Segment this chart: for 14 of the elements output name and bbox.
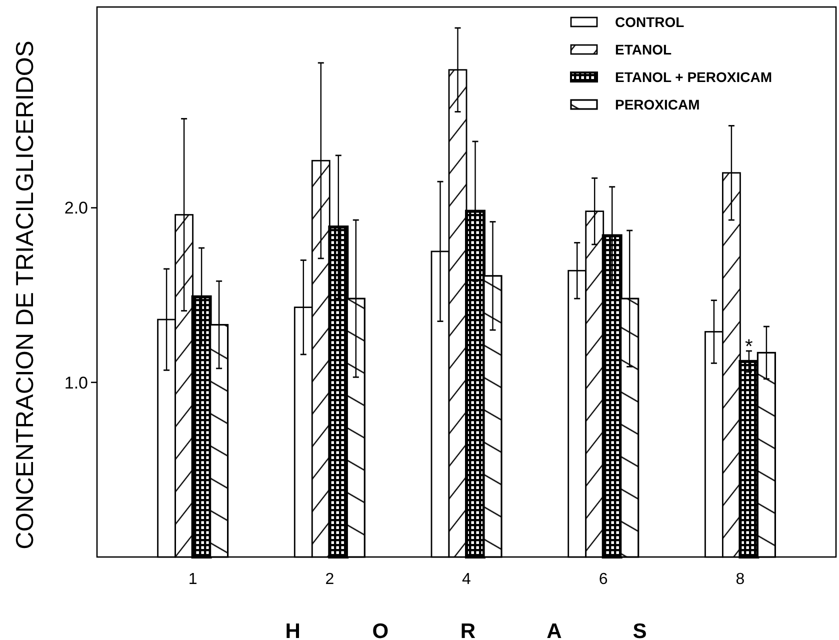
x-tick-label: 2	[325, 571, 334, 588]
legend-label: PEROXICAM	[615, 96, 700, 112]
y-tick-label: 1.0	[64, 373, 88, 392]
annotation: *	[745, 336, 754, 358]
x-tick-label: 6	[598, 571, 608, 588]
y-tick-label: 2.0	[64, 198, 88, 218]
x-axis-title: H O R A S	[285, 620, 680, 640]
x-tick-label: 8	[736, 571, 745, 588]
legend-label: CONTROL	[615, 14, 685, 30]
x-tick-label: 1	[188, 571, 198, 588]
legend-label: ETANOL + PEROXICAM	[615, 68, 772, 85]
legend-label: ETANOL	[615, 41, 672, 58]
y-axis-title: CONCENTRACION DE TRIACILGLICERIDOS	[12, 40, 39, 550]
x-tick-label: 4	[462, 571, 472, 588]
